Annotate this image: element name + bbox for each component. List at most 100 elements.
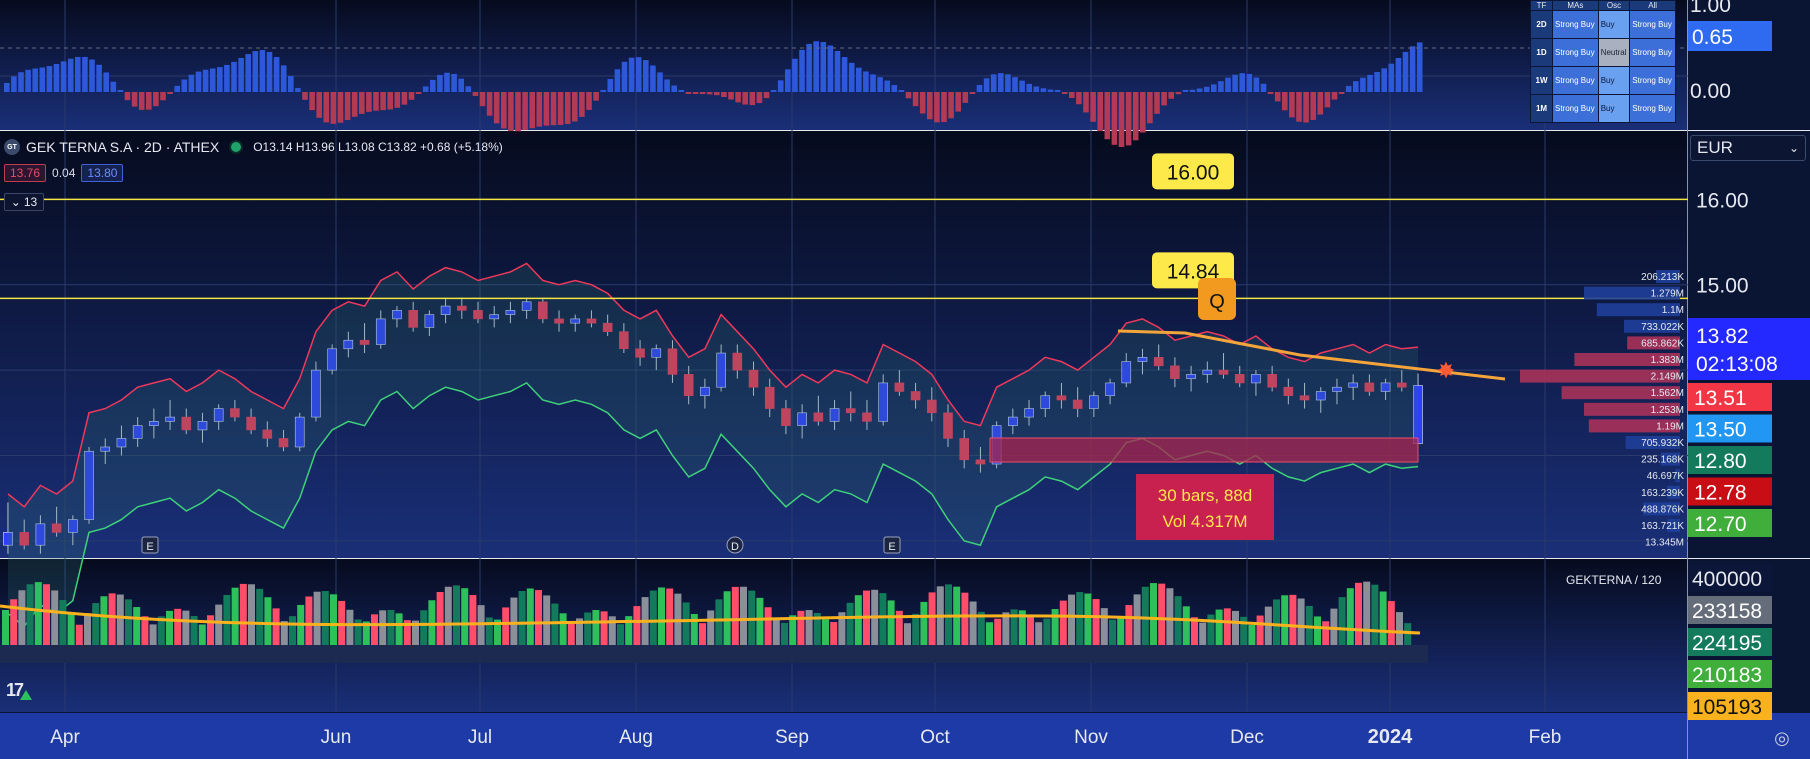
candle xyxy=(19,532,30,546)
oscillator-bar xyxy=(1289,92,1295,118)
time-label: Apr xyxy=(50,727,80,748)
price-tag xyxy=(1688,414,1772,443)
rating-cell-mas: Strong Buy xyxy=(1552,66,1599,95)
volume-bar xyxy=(600,611,608,645)
rating-row: 2D Strong Buy Buy Strong Buy xyxy=(1530,10,1676,39)
volume-bar xyxy=(608,616,616,645)
oscillator-bar xyxy=(1303,92,1309,123)
volume-bar xyxy=(125,599,132,645)
oscillator-bar xyxy=(628,57,635,92)
currency-select[interactable]: EUR ⌄ xyxy=(1690,135,1806,161)
oscillator-bar xyxy=(508,92,514,132)
volume-profile-bar xyxy=(1584,402,1680,416)
volume-bar xyxy=(1010,609,1018,645)
price-level-label: 14.84 xyxy=(1167,260,1220,283)
oscillator-bar xyxy=(1019,80,1025,92)
oscillator-bar xyxy=(11,76,17,92)
oscillator-bar xyxy=(387,92,393,110)
oscillator-bar xyxy=(252,51,259,92)
oscillator-bar xyxy=(231,61,237,92)
candle xyxy=(975,459,986,465)
oscillator-bar xyxy=(1097,92,1103,132)
indicator-axis-label: 0.65 xyxy=(1692,26,1733,49)
oscillator-bar xyxy=(1381,68,1387,92)
oscillator-bar xyxy=(117,90,124,92)
volume-bar xyxy=(166,610,173,645)
volume-profile-bar xyxy=(1627,336,1680,350)
price-tag-label: 13.51 xyxy=(1694,387,1747,410)
candle xyxy=(700,386,710,397)
volume-bar xyxy=(1084,593,1092,645)
oscillator-bar xyxy=(898,90,905,92)
volume-bar xyxy=(805,610,813,645)
oscillator-bar xyxy=(699,92,706,95)
event-marker xyxy=(883,536,901,554)
volume-bar xyxy=(723,591,731,645)
oscillator-bar xyxy=(1388,63,1395,92)
oscillator-bar xyxy=(1026,83,1032,92)
price-tag xyxy=(1688,446,1772,474)
volume-axis-label: 400000 xyxy=(1692,568,1762,591)
volume-bar xyxy=(543,595,551,645)
ask-price-button[interactable]: 13.80 xyxy=(81,164,124,182)
oscillator-bar xyxy=(103,72,109,92)
oscillator-bar xyxy=(912,92,919,107)
volume-bar xyxy=(1018,610,1026,645)
rating-cell-all: Strong Buy xyxy=(1629,66,1676,95)
volume-bar xyxy=(895,610,903,645)
oscillator-bar xyxy=(32,68,38,92)
volume-bar xyxy=(43,584,50,645)
price-level-label: 16.00 xyxy=(1167,161,1220,184)
candle xyxy=(635,348,645,358)
oscillator-bar xyxy=(600,89,606,92)
volume-bar xyxy=(321,591,329,645)
candle xyxy=(926,399,937,414)
oscillator-bar xyxy=(280,65,287,92)
volume-bar xyxy=(1314,616,1321,645)
oscillator-bar xyxy=(884,80,890,92)
volume-profile-label: 488.876K xyxy=(1641,504,1684,515)
oscillator-bar xyxy=(444,72,450,92)
oscillator-bar xyxy=(1253,77,1260,92)
candle xyxy=(878,382,888,422)
breakout-icon: ✸ xyxy=(1437,358,1455,383)
candle xyxy=(294,416,305,448)
candle xyxy=(311,369,321,418)
settings-icon[interactable]: ◎ xyxy=(1774,727,1790,748)
volume-bar xyxy=(682,602,690,645)
symbol-legend: GT GEK TERNA S.A · 2D · ATHEX O13.14 H13… xyxy=(4,137,503,157)
oscillator-bar xyxy=(1161,92,1167,106)
symbol-title[interactable]: GEK TERNA S.A · 2D · ATHEX xyxy=(26,139,220,155)
volume-profile-label: 163.721K xyxy=(1641,521,1684,532)
indicators-collapse-button[interactable]: ⌄ 13 xyxy=(4,193,44,211)
bid-price-button[interactable]: 13.76 xyxy=(4,164,47,182)
volume-bar xyxy=(420,610,428,645)
volume-profile-label: 163.239K xyxy=(1641,488,1684,499)
oscillator-bar xyxy=(650,65,656,92)
tradingview-logo-icon[interactable]: 17 xyxy=(6,680,24,700)
volume-bar xyxy=(84,613,91,645)
candle xyxy=(278,438,289,448)
volume-bar xyxy=(666,588,674,645)
volume-bar xyxy=(1059,600,1067,645)
oscillator-bar xyxy=(1246,73,1253,92)
oscillator-bar xyxy=(1218,81,1224,92)
oscillator-bar xyxy=(1367,74,1373,92)
chevron-down-icon: ⌄ xyxy=(1788,141,1799,155)
oscillator-bar xyxy=(1211,84,1217,92)
oscillator-bar xyxy=(53,63,60,92)
volume-bar xyxy=(1092,599,1100,645)
volume-bar xyxy=(592,610,600,645)
rating-cell-tf: 1M xyxy=(1530,94,1553,123)
rating-cell-mas: Strong Buy xyxy=(1552,94,1599,123)
oscillator-bar xyxy=(188,74,195,92)
volume-bar xyxy=(822,619,829,645)
oscillator-bar xyxy=(607,79,614,92)
oscillator-bar xyxy=(841,57,848,92)
candle xyxy=(456,305,467,311)
oscillator-bar xyxy=(1175,92,1182,95)
volume-bar xyxy=(453,585,460,645)
oscillator-bar xyxy=(1360,77,1366,92)
indicator-axis-label: 0.00 xyxy=(1690,80,1731,103)
